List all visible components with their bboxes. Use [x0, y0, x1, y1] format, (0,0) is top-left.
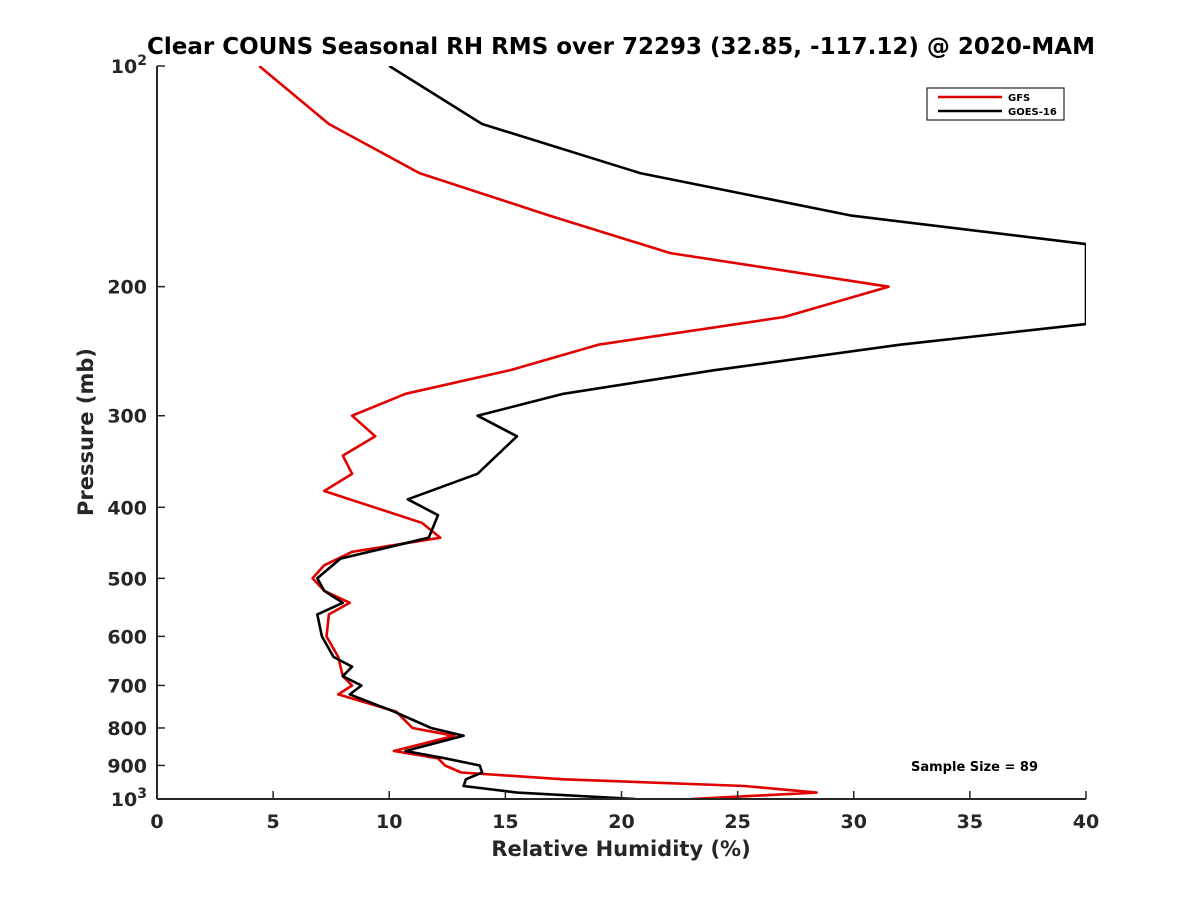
y-tick-label: 102 — [111, 53, 147, 78]
y-axis-label: Pressure (mb) — [74, 348, 98, 516]
y-tick-label: 700 — [107, 675, 147, 697]
y-tick-label: 300 — [107, 406, 147, 428]
sample-size-annotation: Sample Size = 89 — [911, 760, 1038, 775]
y-tick-label: 200 — [107, 277, 147, 299]
x-tick-label: 0 — [150, 811, 163, 833]
chart-title: Clear COUNS Seasonal RH RMS over 72293 (… — [147, 34, 1095, 60]
x-tick-label: 5 — [267, 811, 280, 833]
x-axis-label: Relative Humidity (%) — [491, 837, 750, 861]
y-tick-label: 103 — [111, 786, 147, 811]
series-line-goes16 — [315, 66, 1086, 799]
legend: GFS GOES-16 — [926, 87, 1065, 121]
y-tick-label: 800 — [107, 718, 147, 740]
x-tick-label: 30 — [841, 811, 867, 833]
x-tick-label: 25 — [724, 811, 750, 833]
x-tick-label: 15 — [492, 811, 518, 833]
y-tick-label: 900 — [107, 755, 147, 777]
legend-label-gfs: GFS — [1008, 93, 1030, 104]
x-tick-label: 40 — [1073, 811, 1099, 833]
plot-area — [157, 66, 1086, 799]
legend-label-goes16: GOES-16 — [1008, 107, 1057, 118]
x-tick-label: 20 — [608, 811, 634, 833]
series-line-gfs — [258, 66, 890, 799]
x-tick-label: 35 — [957, 811, 983, 833]
y-tick-label: 400 — [107, 497, 147, 519]
x-tick-label: 10 — [376, 811, 402, 833]
legend-box — [926, 87, 1065, 121]
y-tick-label: 600 — [107, 626, 147, 648]
y-tick-label: 500 — [107, 568, 147, 590]
